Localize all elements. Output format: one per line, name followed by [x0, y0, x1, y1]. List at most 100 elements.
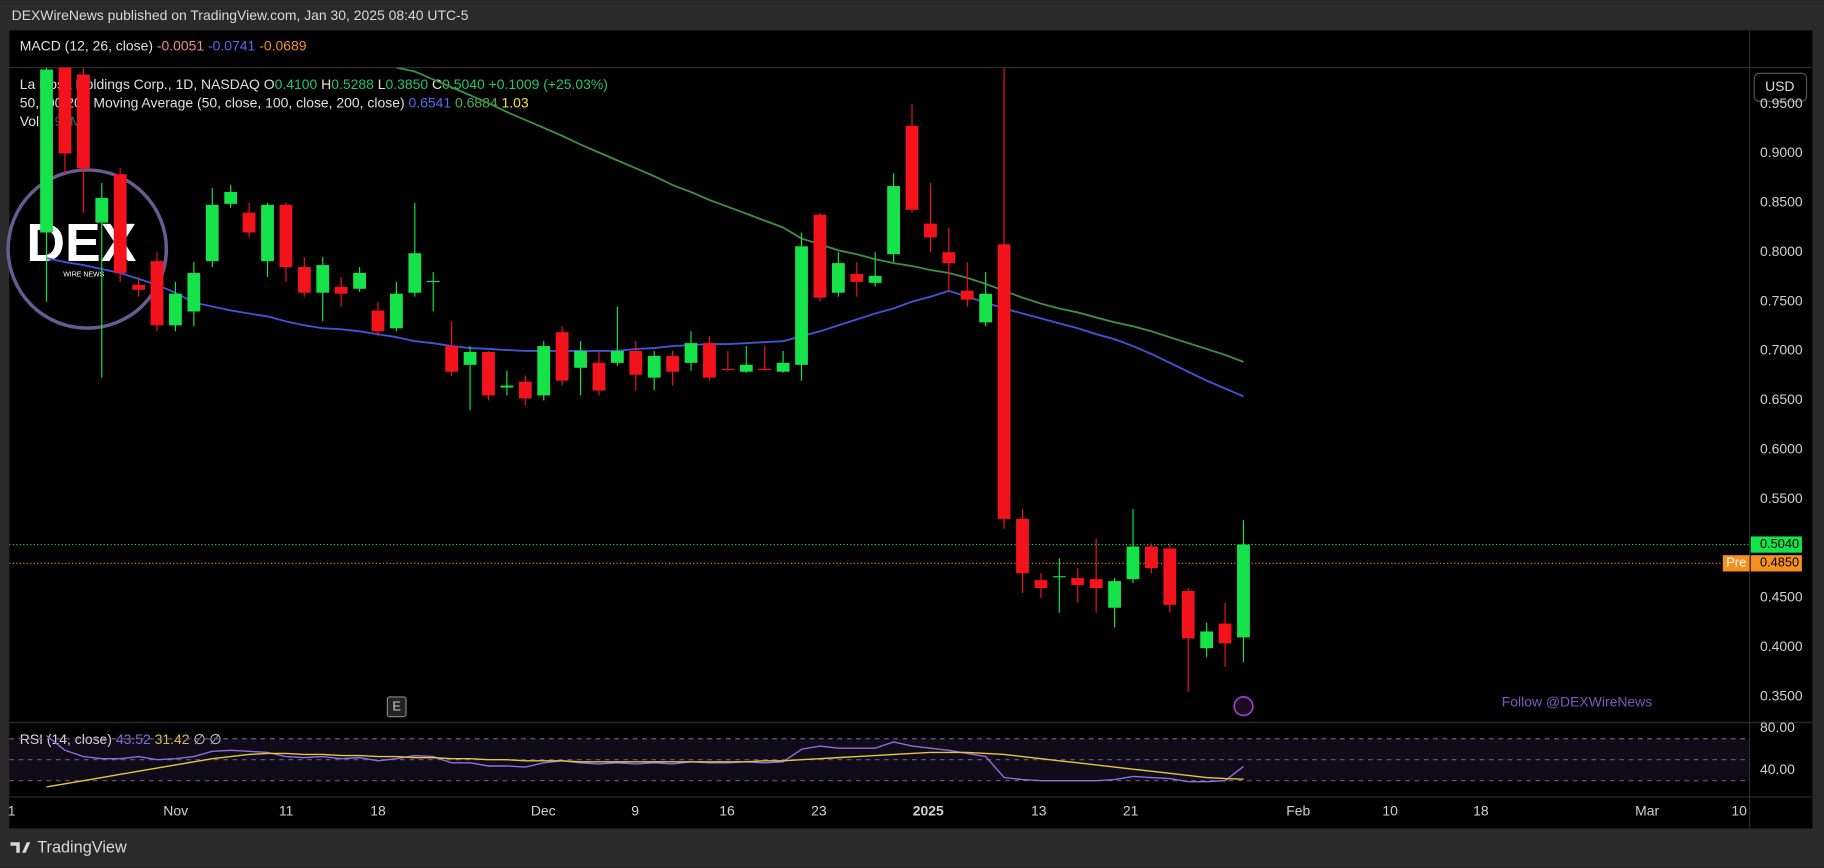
- candle-body: [813, 214, 827, 298]
- currency-box[interactable]: [1753, 72, 1808, 102]
- legend-value: 0.6884: [455, 94, 498, 110]
- candle-body: [334, 286, 348, 294]
- x-tick-label: Nov: [163, 803, 188, 819]
- candle-body: [1108, 581, 1121, 608]
- candle-body: [1089, 579, 1103, 589]
- candle-body: [739, 364, 753, 372]
- candle-body: [500, 385, 514, 388]
- candle-body: [574, 350, 587, 368]
- x-tick-label: 11: [279, 803, 294, 819]
- footer-logo: [10, 842, 31, 853]
- price-tag-label: 0.5040: [1760, 536, 1799, 551]
- x-tick-label: 10: [1731, 803, 1747, 819]
- candle-body: [1016, 518, 1029, 574]
- price-tag: [1750, 555, 1802, 572]
- moving-average: [46, 257, 1244, 398]
- rsi-tick-label: 80.00: [1760, 719, 1795, 735]
- rsi-line: [46, 735, 1244, 783]
- legend-name: MACD (12, 26, close): [20, 37, 153, 53]
- candle-body: [610, 350, 624, 363]
- candle-body: [1218, 623, 1232, 644]
- candle-body: [979, 293, 993, 323]
- y-tick-label: 0.6000: [1760, 440, 1803, 456]
- currency-button[interactable]: USD: [1753, 72, 1808, 102]
- x-tick-label: 2025: [913, 803, 944, 819]
- x-tick-label: Dec: [531, 803, 556, 819]
- legend-name: Vol: [20, 113, 39, 129]
- candle-body: [868, 275, 882, 283]
- candle-body: [647, 355, 661, 378]
- x-tick-label: Feb: [1286, 803, 1310, 819]
- candle-body: [721, 368, 735, 370]
- candle-body: [390, 293, 403, 329]
- candle-body: [831, 263, 845, 293]
- rsi-tick-label: 40.00: [1760, 761, 1795, 777]
- logo-ring: [6, 168, 169, 330]
- footer-brand: TradingView: [37, 838, 127, 856]
- currency-label[interactable]: USD: [1765, 78, 1794, 94]
- candle-body: [1034, 580, 1048, 589]
- candle-body: [795, 246, 808, 365]
- candle-body: [703, 343, 716, 378]
- price-tag-label: 0.4850: [1760, 555, 1799, 570]
- legend-name: 50,100,200 Moving Average (50, close, 10…: [20, 94, 405, 110]
- candle-body: [1200, 631, 1214, 649]
- x-tick-label: 23: [811, 803, 827, 819]
- legend-key: H: [321, 76, 331, 92]
- y-tick-label: 0.6500: [1760, 391, 1803, 407]
- macd-legend: MACD (12, 26, close) -0.0051 -0.0741 -0.…: [20, 37, 307, 53]
- y-tick-label: 0.8000: [1760, 243, 1803, 259]
- y-tick-label: 0.9000: [1760, 144, 1803, 160]
- x-tick-label: 21: [1123, 803, 1139, 819]
- candle-body: [132, 284, 146, 290]
- logo-subtext: WIRE NEWS: [63, 271, 104, 278]
- legend-value: 0.3850: [386, 76, 429, 92]
- ma-legend: 50,100,200 Moving Average (50, close, 10…: [20, 94, 529, 110]
- y-tick-label: 0.7500: [1760, 292, 1803, 308]
- candle-body: [187, 272, 201, 312]
- rsi-pane: [9, 735, 1750, 788]
- news-icon[interactable]: [1233, 696, 1254, 717]
- pre-tag-label: Pre: [1726, 555, 1746, 570]
- rsi-line: [46, 751, 1244, 788]
- candle-body: [40, 69, 53, 233]
- legend-key: C: [432, 76, 442, 92]
- candle-body: [1145, 546, 1158, 569]
- pre-tag: [1722, 555, 1750, 572]
- legend-value: 0.4100: [275, 76, 318, 92]
- legend-value: 0.5040: [442, 76, 485, 92]
- event-badge-label[interactable]: E: [392, 699, 401, 714]
- x-tick-label: 18: [1473, 803, 1489, 819]
- candle-body: [261, 204, 274, 262]
- y-tick-label: 0.8500: [1760, 194, 1803, 210]
- y-tick-label: 0.4000: [1760, 638, 1803, 654]
- symbol-legend: La Rosa Holdings Corp., 1D, NASDAQ O0.41…: [20, 76, 608, 92]
- price-tag: [1750, 536, 1802, 553]
- candle-body: [371, 310, 385, 332]
- legend-value: -0.0689: [259, 37, 307, 53]
- candle-body: [1163, 548, 1177, 605]
- candle-body: [353, 272, 366, 289]
- candle-body: [592, 362, 606, 391]
- candle-body: [887, 186, 900, 255]
- candle-body: [408, 253, 422, 293]
- legend-value: 0.6541: [408, 94, 451, 110]
- x-tick-label: 10: [1382, 803, 1398, 819]
- legend-key: L: [378, 76, 386, 92]
- candle-body: [279, 204, 293, 268]
- event-badge[interactable]: [386, 696, 407, 718]
- price-pane: [9, 67, 1750, 692]
- candle-body: [905, 125, 919, 210]
- candle-body: [242, 212, 256, 233]
- candle-body: [1181, 590, 1195, 639]
- candle-body: [169, 293, 182, 326]
- candle-body: [555, 332, 569, 381]
- y-tick-label: 0.5500: [1760, 490, 1803, 506]
- legend-value: 0.5288: [331, 76, 374, 92]
- candle-body: [426, 280, 440, 283]
- candle-body: [205, 204, 219, 262]
- candle-body: [776, 362, 790, 372]
- candle-body: [758, 368, 772, 370]
- x-tick-label: 16: [719, 803, 735, 819]
